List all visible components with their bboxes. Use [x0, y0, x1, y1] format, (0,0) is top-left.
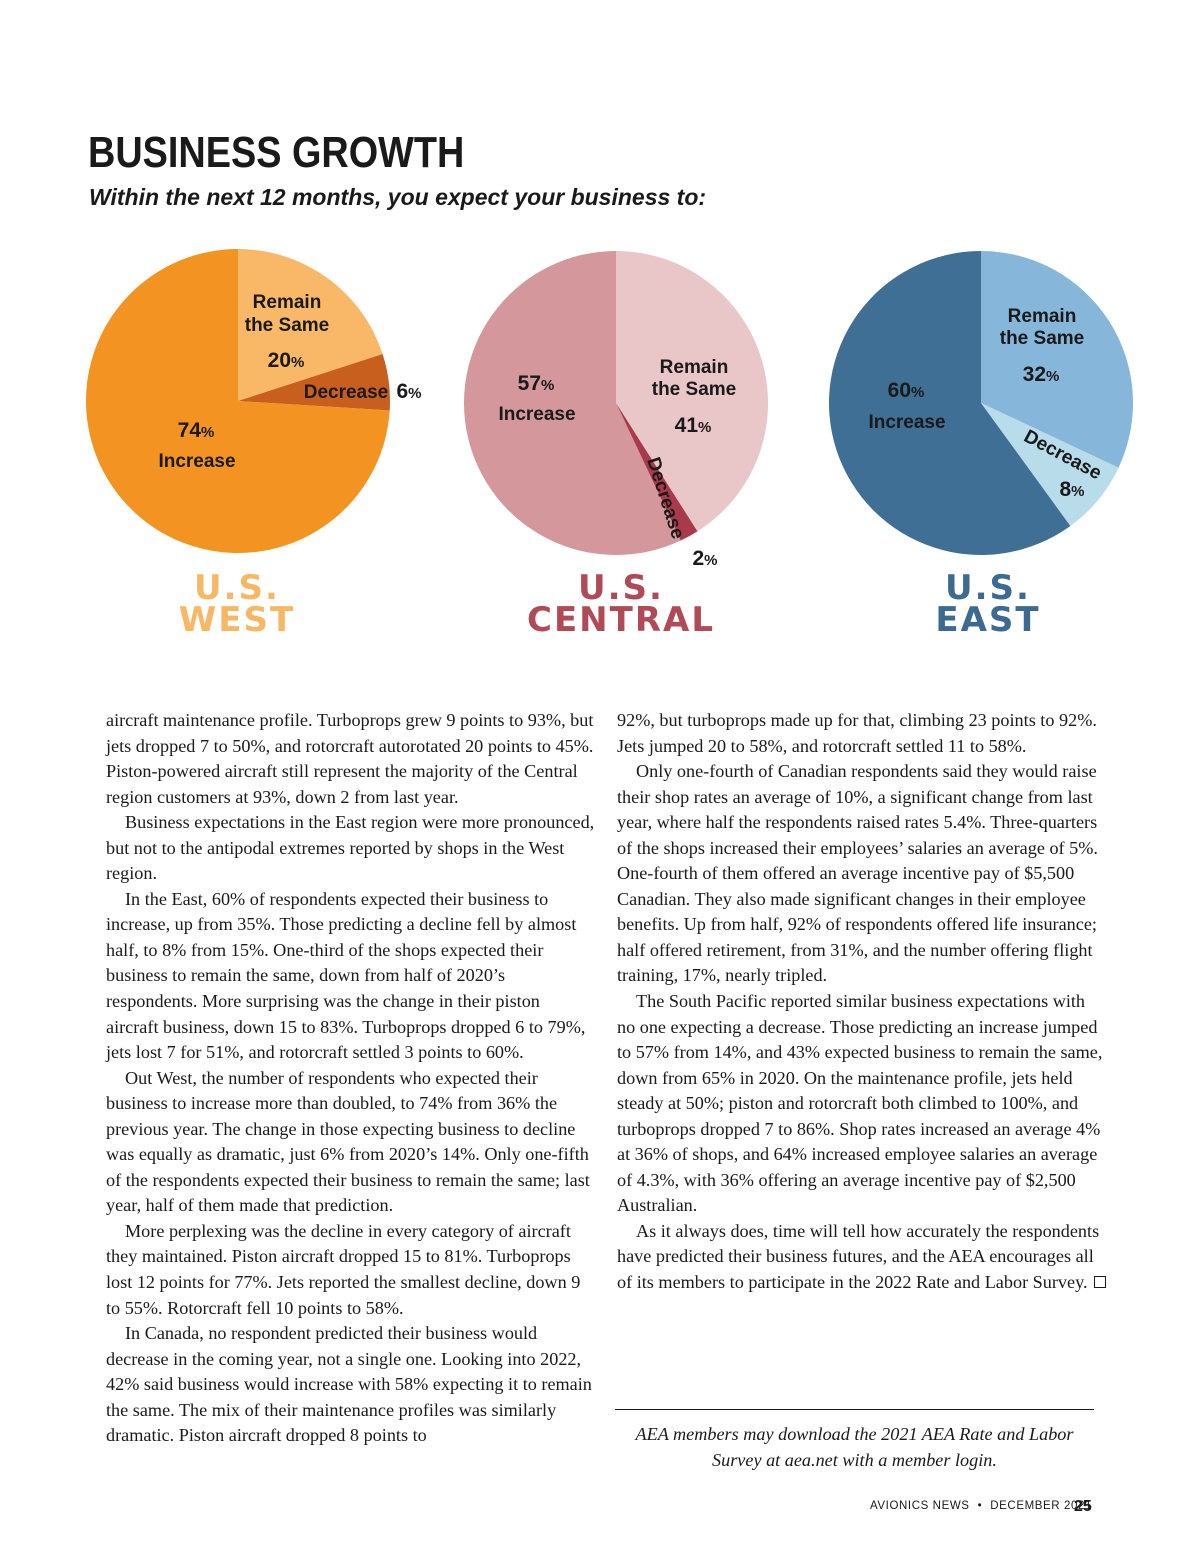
slice-value-decrease: 2% [692, 547, 717, 570]
slice-value-increase: 74% [178, 419, 215, 442]
slice-value-decrease: 6% [396, 380, 421, 403]
region-label-central: U.S. CENTRAL [461, 568, 781, 640]
article-paragraph: Business expectations in the East region… [106, 812, 595, 884]
article-paragraph: More perplexing was the decline in every… [106, 1220, 581, 1318]
article-left-column: aircraft maintenance profile. Turboprops… [106, 708, 596, 1449]
slice-label-remain-the-same: Remain [660, 357, 729, 378]
slice-value-remain-the-same: 41% [675, 414, 712, 437]
region-label-east: U.S. EAST [828, 568, 1148, 640]
pie-slice-increase [828, 251, 1071, 555]
slice-label-remain-the-same: Remain [253, 292, 322, 313]
page-number: 25 [1074, 1498, 1092, 1515]
article-paragraph: The South Pacific reported similar busin… [617, 991, 1103, 1216]
region-label-east-line1: U.S. [945, 568, 1031, 608]
slice-value-remain-the-same: 20% [268, 349, 305, 372]
issue-date: DECEMBER 2021 [990, 1500, 1092, 1512]
article-paragraph: aircraft maintenance profile. Turboprops… [106, 710, 594, 807]
pie-slice-decrease [616, 403, 698, 541]
page-title: BUSINESS GROWTH [88, 128, 465, 177]
pie-slice-decrease [238, 354, 390, 411]
article-paragraph-final-text: As it always does, time will tell how ac… [617, 1220, 1100, 1293]
pie-slice-decrease [981, 403, 1119, 526]
article-paragraph-final: As it always does, time will tell how ac… [617, 1219, 1107, 1296]
region-label-central-line1: U.S. [578, 568, 664, 608]
pie-slice-remain-the-same [981, 251, 1133, 468]
slice-label-decrease: Decrease [304, 382, 389, 403]
article-paragraph: In Canada, no respondent predicted their… [106, 1323, 592, 1446]
article-right-column: 92%, but turboprops made up for that, cl… [617, 708, 1107, 1296]
article-paragraph: Out West, the number of respondents who … [106, 1067, 590, 1216]
slice-label-increase: Increase [868, 412, 945, 433]
region-label-west-line2: WEST [178, 600, 296, 640]
page-footer: AVIONICS NEWS • DECEMBER 2021 [870, 1500, 1092, 1512]
slice-value-decrease: 8% [1059, 478, 1084, 501]
slice-label-remain-the-same: the Same [1000, 328, 1084, 349]
download-note: AEA members may download the 2021 AEA Ra… [635, 1424, 1074, 1470]
pie-2 [828, 251, 1133, 555]
region-label-east-line2: EAST [935, 600, 1041, 640]
slice-label-remain-the-same: Remain [1008, 306, 1077, 327]
slice-label-increase: Increase [158, 451, 235, 472]
note-divider [615, 1409, 1094, 1410]
slice-label-increase: Increase [498, 404, 575, 425]
region-label-west-line1: U.S. [194, 568, 280, 608]
page-subtitle: Within the next 12 months, you expect yo… [89, 184, 707, 210]
pie-slice-increase [463, 251, 681, 555]
region-label-central-line2: CENTRAL [527, 600, 715, 640]
article-paragraph: Only one-fourth of Canadian respondents … [617, 761, 1098, 986]
pie-slice-increase [85, 249, 390, 553]
pie-0 [85, 249, 390, 553]
article-paragraph: In the East, 60% of respondents expected… [106, 888, 586, 1063]
slice-value-increase: 57% [518, 372, 555, 395]
slice-value-remain-the-same: 32% [1023, 363, 1060, 386]
article-paragraph: 92%, but turboprops made up for that, cl… [617, 710, 1097, 756]
pie-slice-remain-the-same [616, 251, 769, 532]
slice-value-increase: 60% [888, 379, 925, 402]
slice-label-remain-the-same: the Same [245, 315, 329, 336]
slice-label-remain-the-same: the Same [652, 379, 736, 400]
footer-bullet: • [977, 1500, 983, 1512]
region-label-west: U.S. WEST [77, 568, 397, 640]
publication-name: AVIONICS NEWS [869, 1500, 970, 1512]
pie-slice-remain-the-same [238, 249, 383, 401]
end-of-article-box-icon [1094, 1276, 1107, 1289]
pie-1 [463, 251, 769, 555]
